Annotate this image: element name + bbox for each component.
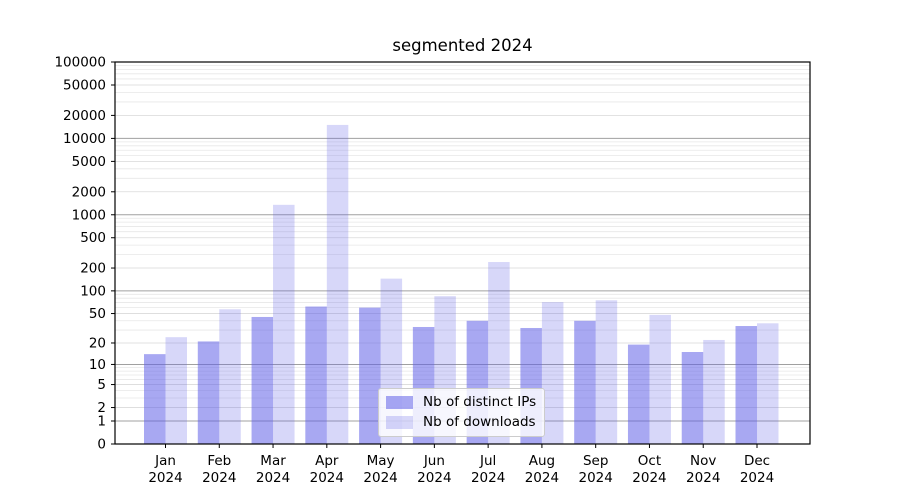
y-tick-label-2: 2 [97, 400, 106, 416]
x-tick-label-month-aug: Aug [529, 453, 555, 469]
x-tick-label-year-oct: 2024 [632, 470, 666, 486]
y-tick-label-50: 50 [89, 306, 106, 322]
y-tick-label-1: 1 [97, 414, 106, 430]
y-tick-label-200: 200 [80, 261, 106, 277]
bar-downloads-nov [703, 339, 725, 444]
legend-swatch-distinct-ips-icon [386, 396, 413, 410]
bar-downloads-mar [273, 204, 295, 444]
x-tick-label-year-jan: 2024 [148, 470, 182, 486]
x-tick-label-year-jul: 2024 [471, 470, 505, 486]
x-tick-label-year-dec: 2024 [740, 470, 774, 486]
legend: Nb of distinct IPs Nb of downloads [378, 388, 545, 437]
bar-downloads-apr [326, 124, 349, 445]
legend-item-downloads: Nb of downloads [386, 413, 544, 430]
y-tick-label-100000: 100000 [54, 54, 106, 70]
x-tick-label-year-feb: 2024 [202, 470, 236, 486]
x-tick-label-month-oct: Oct [638, 453, 661, 469]
bar-ips-nov [681, 352, 704, 444]
x-tick-label-month-mar: Mar [260, 453, 286, 469]
bar-downloads-oct [649, 314, 671, 444]
legend-item-distinct-ips: Nb of distinct IPs [386, 394, 544, 410]
y-tick-label-50000: 50000 [63, 77, 106, 93]
legend-label-distinct-ips: Nb of distinct IPs [423, 394, 537, 410]
x-tick-label-month-apr: Apr [315, 453, 339, 469]
x-tick-label-year-apr: 2024 [310, 470, 344, 486]
bar-ips-dec [735, 326, 758, 444]
x-tick-label-year-jun: 2024 [417, 470, 451, 486]
x-tick-label-month-may: May [367, 453, 395, 469]
bar-ips-mar [251, 316, 274, 444]
bar-ips-oct [627, 344, 650, 444]
y-tick-label-1000: 1000 [72, 207, 106, 223]
bar-ips-may [359, 307, 381, 444]
x-tick-label-month-sep: Sep [583, 453, 608, 469]
bar-ips-feb [197, 341, 220, 444]
y-tick-label-20000: 20000 [63, 108, 106, 124]
y-tick-label-500: 500 [80, 230, 106, 246]
bar-ips-jan [144, 354, 166, 444]
bar-downloads-sep [595, 300, 618, 444]
x-tick-label-month-jan: Jan [154, 453, 176, 469]
x-tick-label-month-dec: Dec [744, 453, 770, 469]
bar-ips-apr [305, 306, 327, 444]
x-tick-label-year-may: 2024 [363, 470, 397, 486]
x-tick-label-month-feb: Feb [207, 453, 231, 469]
bar-downloads-feb [219, 309, 241, 444]
y-tick-label-5000: 5000 [72, 154, 106, 170]
x-tick-label-year-sep: 2024 [579, 470, 613, 486]
x-tick-label-year-mar: 2024 [256, 470, 290, 486]
chart-title: segmented 2024 [392, 36, 533, 55]
x-tick-label-year-nov: 2024 [686, 470, 720, 486]
x-tick-label-year-aug: 2024 [525, 470, 559, 486]
y-tick-label-10: 10 [89, 357, 106, 373]
legend-swatch-downloads-icon [386, 415, 413, 429]
x-tick-label-month-nov: Nov [690, 453, 716, 469]
bar-downloads-aug [541, 302, 564, 444]
y-tick-label-5: 5 [97, 377, 106, 393]
bar-downloads-dec [757, 323, 779, 444]
legend-label-downloads: Nb of downloads [423, 413, 536, 430]
y-tick-label-2000: 2000 [72, 184, 106, 200]
y-tick-label-100: 100 [80, 283, 106, 299]
x-tick-label-month-jun: Jun [423, 453, 445, 469]
y-tick-label-10000: 10000 [63, 131, 106, 147]
bar-ips-sep [574, 320, 596, 444]
x-tick-label-month-jul: Jul [479, 453, 496, 469]
y-tick-label-0: 0 [97, 437, 106, 453]
plot-frame [114, 61, 811, 445]
y-tick-label-20: 20 [89, 335, 106, 351]
bar-downloads-jan [165, 337, 187, 444]
